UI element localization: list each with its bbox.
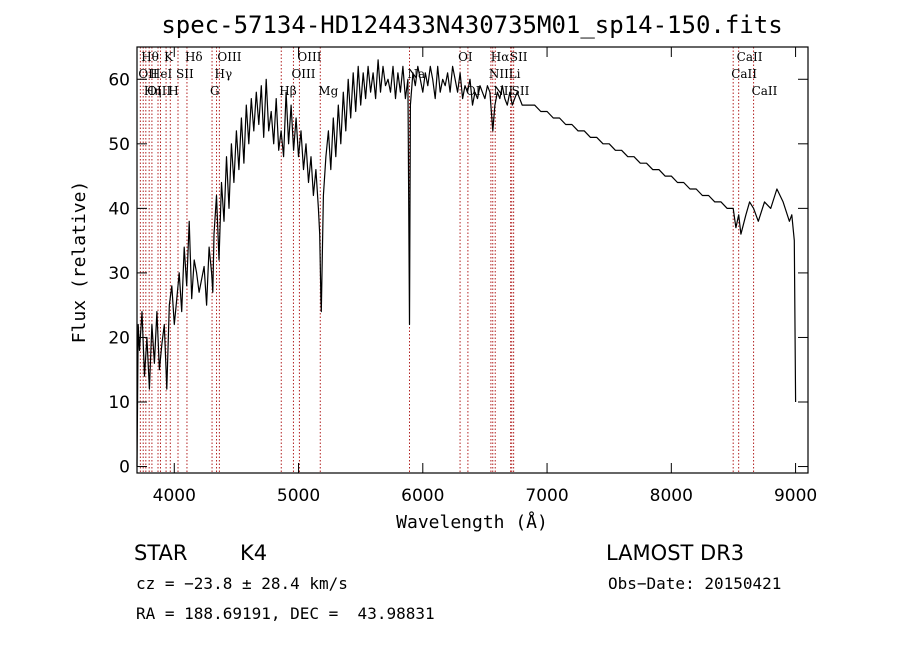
spectral-line-label: SII <box>512 84 530 98</box>
spectral-line-label: OII <box>138 67 158 81</box>
spectral-line-label: Hα <box>491 50 510 64</box>
spectral-line-label: CaII <box>737 50 763 64</box>
spectral-line-label: SII <box>176 67 194 81</box>
spectral-line-label: OI <box>458 50 473 64</box>
obs-date: Obs−Date: 20150421 <box>608 574 781 593</box>
spectral-line-label: Na <box>408 67 426 81</box>
spectral-line-label: OIII <box>291 67 315 81</box>
spectral-line-label: Hγ <box>215 67 233 81</box>
coordinates: RA = 188.69191, DEC = 43.98831 <box>136 604 435 623</box>
spectral-line-label: Li <box>509 67 521 81</box>
spectral-line-label: HeI <box>150 67 173 81</box>
x-tick-label: 9000 <box>774 486 817 506</box>
x-axis-label: Wavelength (Å) <box>396 511 548 533</box>
y-tick-label: 0 <box>119 458 130 478</box>
x-tick-label: 6000 <box>401 486 444 506</box>
spectral-line-label: OIII <box>297 50 321 64</box>
spectral-line-label: G <box>210 84 220 98</box>
spectral-line-label: OIII <box>217 50 241 64</box>
object-type: STAR <box>134 541 187 565</box>
spectral-line-label: OI <box>466 84 481 98</box>
spectral-line-label: NII <box>493 84 513 98</box>
spectral-line-label: H <box>168 84 178 98</box>
spectral-line-label: Hβ <box>279 84 296 98</box>
y-tick-label: 40 <box>108 199 130 219</box>
y-axis-label: Flux (relative) <box>69 181 90 344</box>
chart-title: spec-57134-HD124433N430735M01_sp14-150.f… <box>161 11 782 39</box>
spectral-line-label: CaII <box>731 67 757 81</box>
spectral-line-label: NII <box>489 67 509 81</box>
subclass: K4 <box>240 541 267 565</box>
spectral-line-label: SII <box>510 50 528 64</box>
x-tick-label: 7000 <box>525 486 568 506</box>
spectral-line-label: K <box>164 50 174 64</box>
y-tick-label: 10 <box>108 393 130 413</box>
x-tick-label: 4000 <box>153 486 196 506</box>
y-tick-label: 60 <box>108 70 130 90</box>
y-tick-label: 50 <box>108 135 130 155</box>
survey-name: LAMOST DR3 <box>606 541 744 565</box>
y-tick-label: 20 <box>108 328 130 348</box>
spectral-line-label: Hη <box>144 84 162 98</box>
plot-frame <box>136 46 809 474</box>
x-tick-label: 8000 <box>650 486 693 506</box>
flux-series-line <box>136 59 797 467</box>
x-tick-label: 5000 <box>277 486 320 506</box>
spectral-line-label: Mg <box>318 84 338 98</box>
spectral-line-label: Hδ <box>185 50 203 64</box>
y-tick-label: 30 <box>108 264 130 284</box>
spectral-line-label: OIII <box>147 84 171 98</box>
redshift-text: cz = −23.8 ± 28.4 km/s <box>136 574 348 593</box>
spectral-line-label: CaII <box>752 84 778 98</box>
spectral-line-label: Hθ <box>141 50 159 64</box>
